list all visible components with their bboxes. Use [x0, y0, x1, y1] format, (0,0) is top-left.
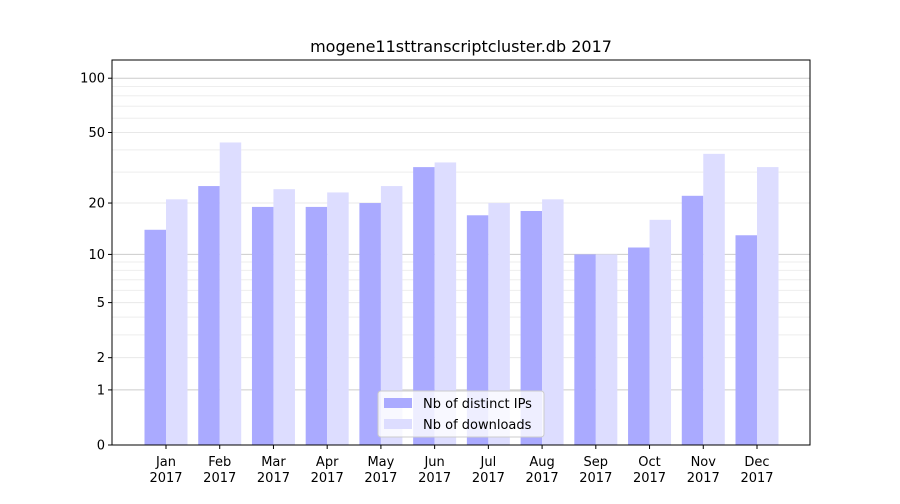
bar-downloads	[166, 199, 188, 445]
bar-downloads	[273, 189, 295, 445]
bar-downloads	[434, 162, 457, 445]
y-tick-label: 5	[97, 296, 105, 311]
bar-ips	[466, 215, 489, 445]
x-tick-label: Nov 2017	[687, 455, 720, 486]
bar-downloads	[649, 219, 672, 445]
x-tick-label: Jan 2017	[149, 455, 182, 486]
y-tick-label: 100	[80, 72, 105, 87]
bar-downloads	[703, 153, 725, 445]
bar-ips	[305, 206, 328, 445]
bar-ips	[144, 229, 166, 445]
bar-downloads	[219, 142, 242, 446]
legend-swatch	[384, 398, 412, 408]
y-tick-label: 20	[88, 197, 105, 212]
x-tick-label: Dec 2017	[740, 455, 773, 486]
x-tick-label: Feb 2017	[203, 455, 236, 486]
y-tick-label: 50	[88, 126, 105, 141]
legend-swatch	[384, 419, 412, 429]
bar-ips	[198, 186, 220, 445]
y-tick-label: 2	[97, 351, 105, 366]
bar-downloads	[380, 186, 403, 445]
y-tick-label: 10	[88, 248, 105, 263]
bar-ips	[251, 206, 274, 445]
bar-ips	[574, 254, 596, 445]
bar-ips	[681, 195, 704, 445]
legend-label: Nb of downloads	[423, 418, 532, 433]
legend: Nb of distinct IPs Nb of downloads	[377, 390, 545, 438]
bar-downloads	[488, 203, 510, 445]
x-tick-label: Jun 2017	[418, 455, 451, 486]
y-tick-label: 0	[97, 439, 105, 454]
bar-downloads	[595, 254, 618, 445]
bar-ips	[413, 167, 435, 446]
bar-downloads	[327, 192, 349, 445]
x-tick-label: May 2017	[364, 455, 397, 486]
y-tick-label: 1	[97, 383, 105, 398]
bar-ips	[628, 247, 650, 445]
x-tick-label: Sep 2017	[579, 455, 612, 486]
bar-downloads	[542, 199, 564, 445]
x-tick-label: Aug 2017	[526, 455, 559, 486]
bar-ips	[359, 203, 381, 445]
bar-ips	[520, 210, 543, 445]
legend-label: Nb of distinct IPs	[423, 397, 532, 412]
x-tick-label: Mar 2017	[257, 455, 290, 486]
plot-frame	[111, 59, 811, 446]
x-tick-label: Jul 2017	[472, 455, 505, 486]
x-tick-label: Oct 2017	[633, 455, 666, 486]
chart-title: mogene11sttranscriptcluster.db 2017	[310, 37, 612, 56]
bar-ips	[735, 235, 757, 445]
x-tick-label: Apr 2017	[311, 455, 344, 486]
bar-downloads	[757, 167, 779, 446]
